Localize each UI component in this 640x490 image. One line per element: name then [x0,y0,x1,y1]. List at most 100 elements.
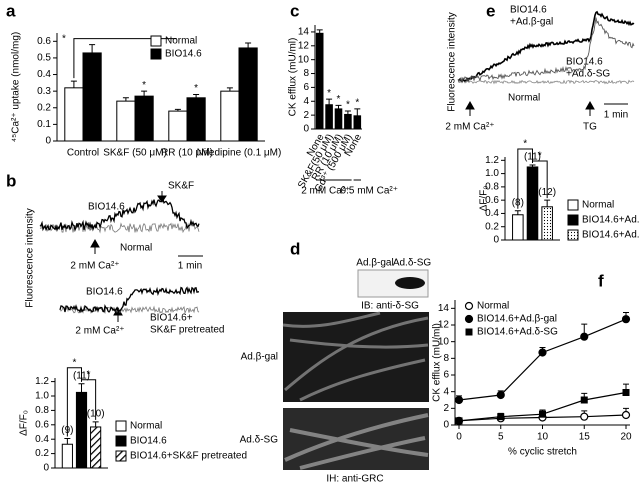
y-tick-label: 8 [443,353,449,364]
bracket [532,160,548,199]
legend-label: BIO14.6+Ad.β-gal [582,215,640,226]
lane-label: Ad.β-gal [356,258,393,269]
arrow [585,100,595,116]
panel-label: a [6,1,16,20]
significance-mark: * [346,100,350,111]
y-tick-label: 14 [438,303,450,314]
row-label: Ad.δ-SG [240,435,279,446]
legend-marker [464,314,474,324]
y-axis-label: ⁴⁵Ca²⁺ uptake (nmol/mg) [11,32,22,142]
error-bar [316,29,323,34]
bar [344,113,352,130]
point [621,410,631,420]
error-bar [326,98,333,105]
y-tick-label: 0.8 [35,405,49,416]
error-bar [122,97,129,102]
bar [82,52,102,142]
y-tick-label: 2 [303,110,309,121]
y-tick-label: 2 [443,403,449,414]
y-tick-label: 0.2 [485,221,499,232]
x-axis-label: % cyclic stretch [508,447,577,458]
cell-outline [284,413,429,470]
trace-label: 1 min [604,110,628,121]
trace-ylabel: Fluorescence intensity [447,12,458,112]
blot-panel: Ad.β-gal Ad.δ-SG IB: anti-δ-SG Ad.β-gal … [240,258,432,485]
trace [457,10,635,83]
x-tick-label: 10 [537,432,549,443]
blot-caption: IB: anti-δ-SG [361,301,419,312]
significance-mark: * [72,357,76,368]
point [496,390,505,400]
legend-label: Normal [165,36,197,47]
y-tick-label: 6 [443,370,449,381]
y-tick-label: 0.5 [37,53,51,64]
trace-label: Normal [120,243,152,254]
trace-label: SK&F [168,181,194,192]
bar [238,47,258,142]
significance-mark: * [142,80,146,91]
y-tick-label: 0.3 [37,86,51,97]
y-tick-label: 4 [443,386,449,397]
x-tick-label: RR (10 μM) [161,148,213,159]
legend-label: BIO14.6+Ad.δ-SG [477,327,558,338]
row-label: Ad.β-gal [241,352,278,363]
panel-label: c [290,1,299,20]
bar [116,100,136,142]
error-bar [514,210,521,215]
y-tick-label: 0.4 [37,69,51,80]
legend-swatch [115,420,127,432]
y-tick-label: 0 [493,235,499,246]
error-bar [245,42,252,48]
legend-label: BIO14.6 [165,49,202,60]
bracket [66,367,82,437]
error-bar [529,164,536,167]
y-tick-label: 0.2 [37,102,51,113]
arrow [465,100,475,116]
lane-label: Ad.δ-SG [393,258,432,269]
cell-outline [282,311,429,402]
trace-label: TG [583,122,597,133]
bar [64,87,84,142]
trace-label: 2 mM Ca²⁺ [75,326,124,337]
legend-label: Normal [582,200,614,211]
x-tick-label: Control [67,148,99,159]
bar [541,206,553,241]
y-tick-label: 0.4 [485,208,499,219]
bar [134,95,154,142]
legend-swatch [567,214,579,226]
x-tick-label: SK&F (50 μM) [103,148,167,159]
legend-label: Normal [477,301,509,312]
y-tick-label: 1.0 [485,168,499,179]
bar [334,108,343,130]
y-axis-label: ΔF/F₀ [19,410,30,436]
trace [39,195,200,233]
panel-label: d [290,239,300,258]
trace-label: BIO14.6+ [150,313,193,324]
bar [512,214,524,241]
significance-mark: * [194,83,198,94]
trace-label: Normal [508,93,540,104]
bar [220,90,240,142]
point [538,348,547,357]
y-tick-label: 6 [303,82,309,93]
error-bar [335,104,342,109]
trace-label: +Ad.β-gal [510,17,553,28]
bar [325,104,333,130]
trace-panel: Fluorescence intensity BIO14.6 +Ad.β-gal… [445,5,635,133]
trace-label: 2 mM Ca²⁺ [70,261,119,272]
y-tick-label: 0 [45,136,51,147]
trace [457,79,635,85]
point [621,315,631,324]
legend-swatch [115,435,127,447]
legend-swatch [567,199,579,211]
bracket [517,148,533,209]
legend-marker [465,328,473,336]
y-tick-label: 10 [298,54,310,65]
error-bar [78,383,85,393]
significance-mark: * [538,151,542,162]
error-bar [354,108,361,116]
error-bar [344,110,351,115]
error-bar [544,199,551,207]
